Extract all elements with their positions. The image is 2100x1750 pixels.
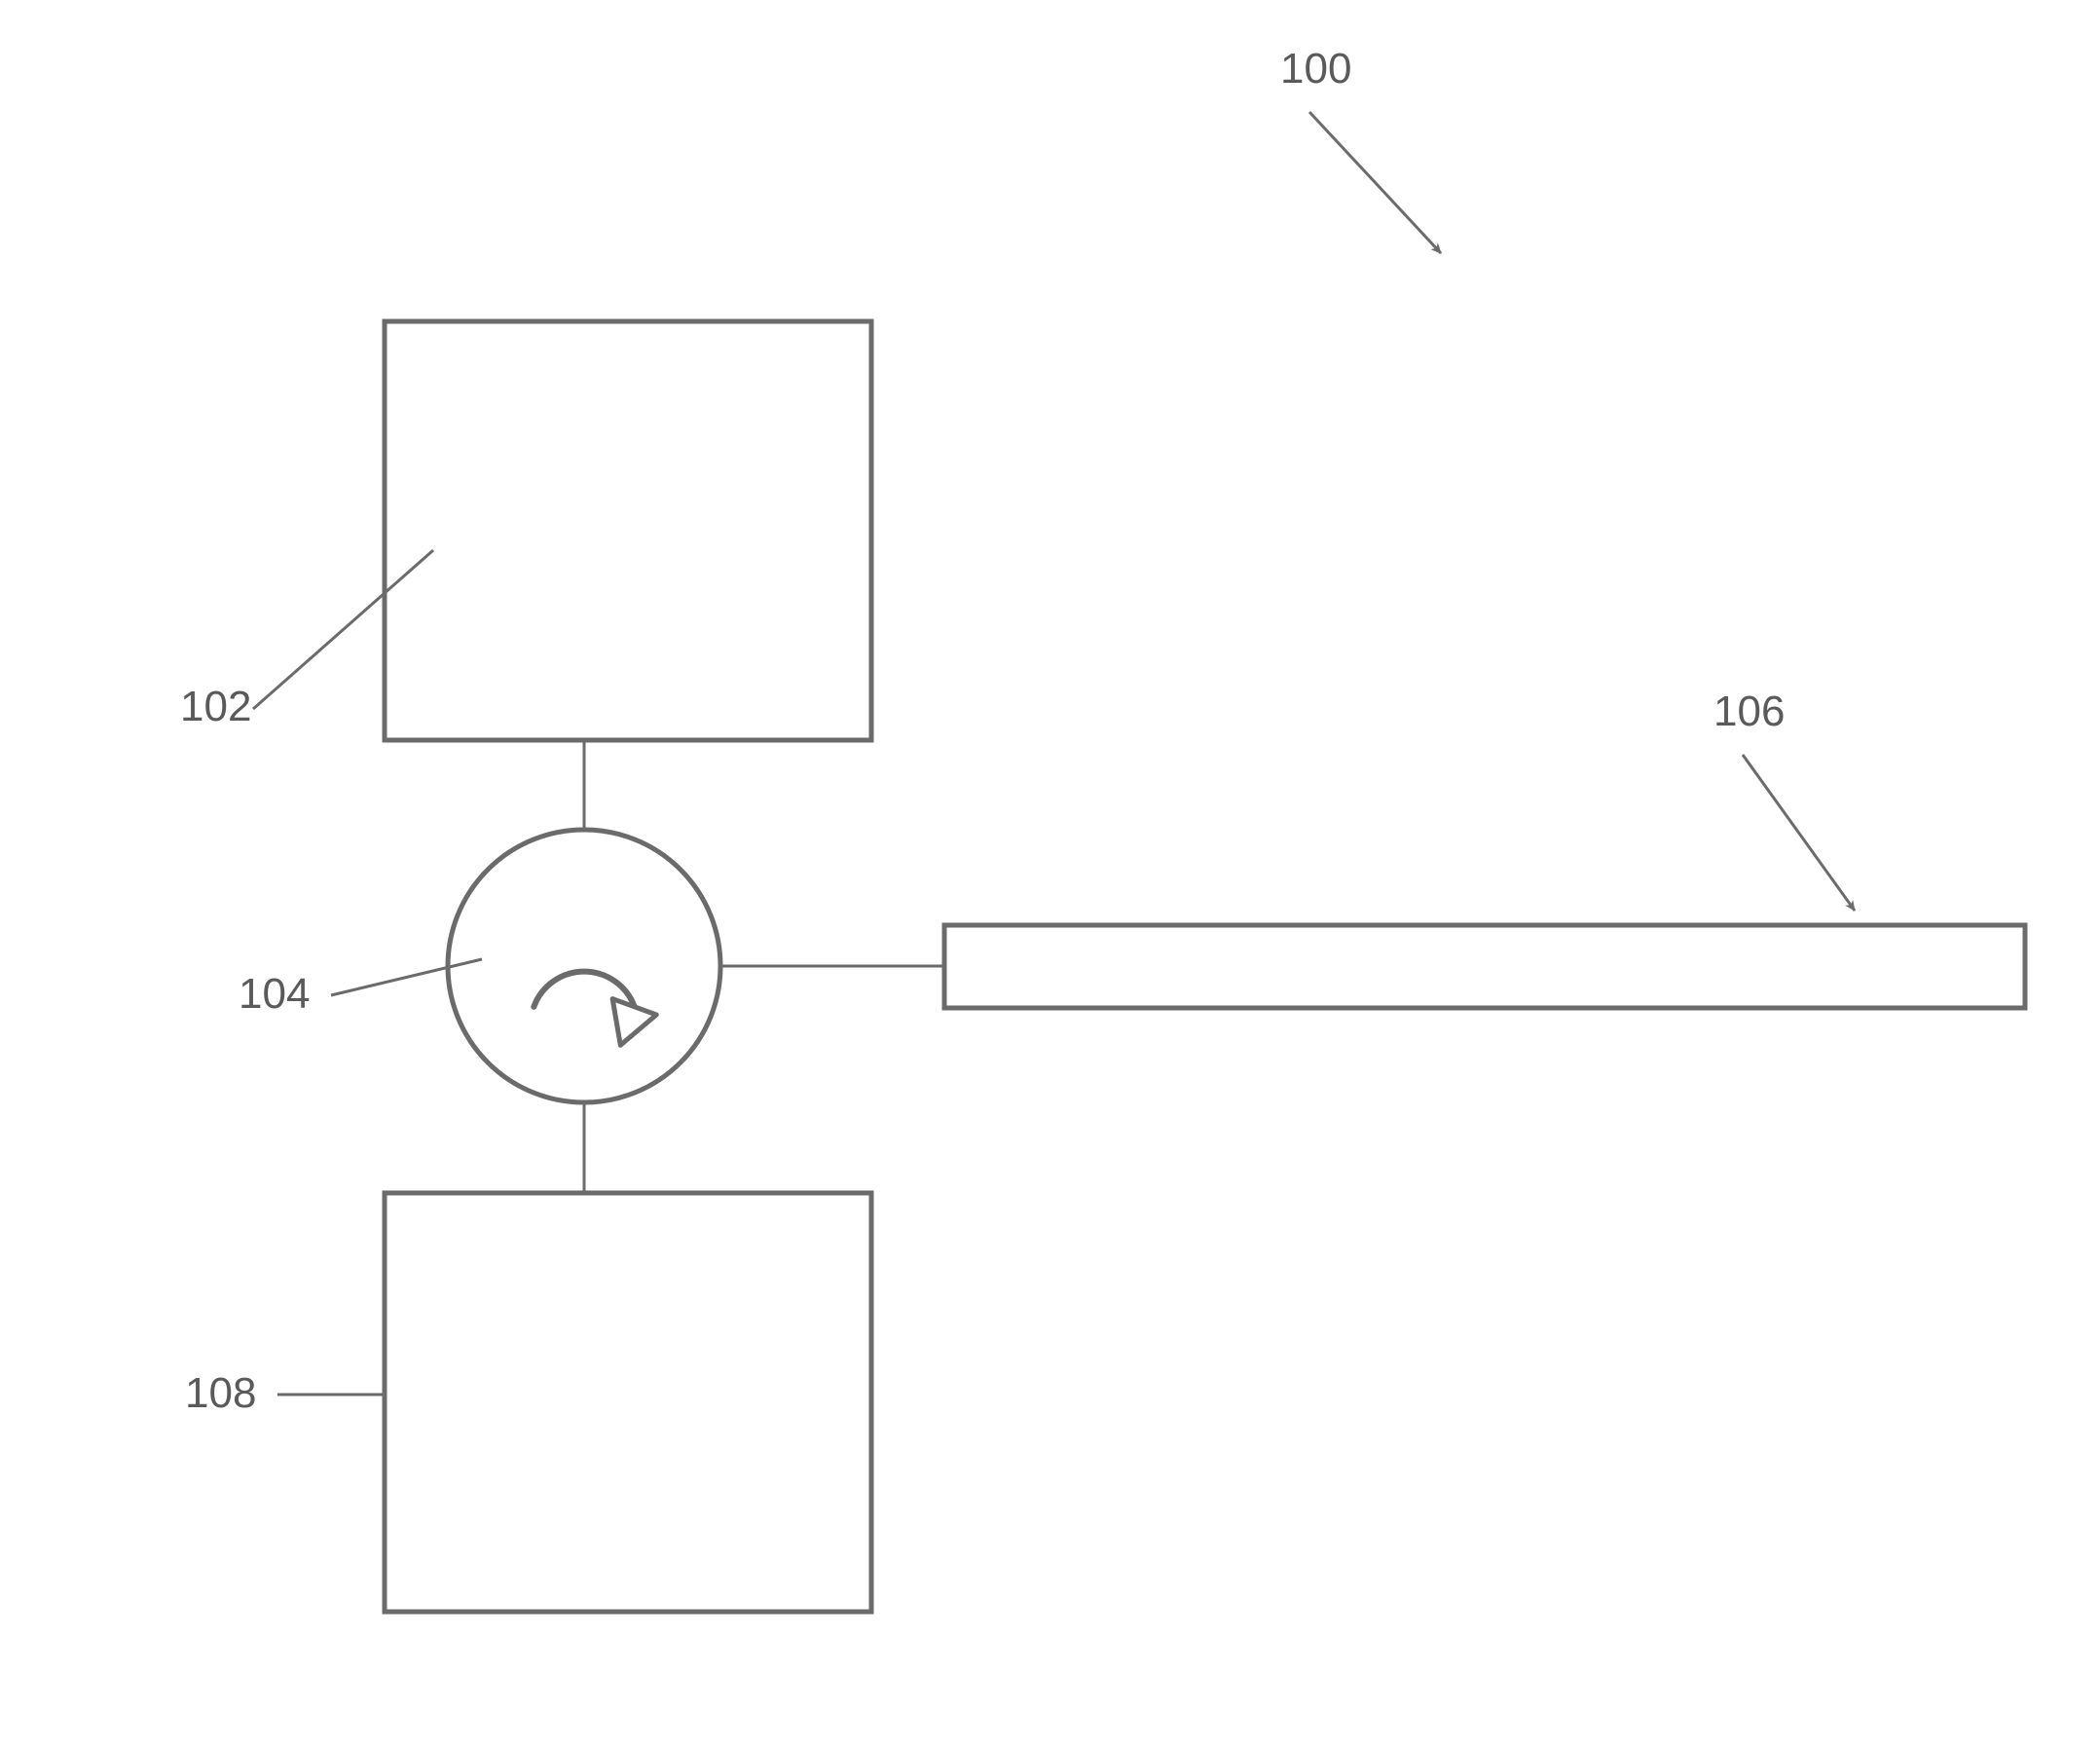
ref-label-l102: 102 xyxy=(180,683,251,730)
ref-label-l104: 104 xyxy=(239,970,310,1018)
box-108 xyxy=(385,1193,871,1612)
ref-label-fig: 100 xyxy=(1280,45,1351,93)
ref-label-l106: 106 xyxy=(1713,688,1785,735)
leader-line xyxy=(1743,755,1855,911)
bar-106 xyxy=(944,925,2025,1008)
circle-104 xyxy=(448,830,720,1102)
leader-line xyxy=(1309,112,1441,253)
box-102 xyxy=(385,321,871,740)
ref-label-l108: 108 xyxy=(185,1369,256,1417)
